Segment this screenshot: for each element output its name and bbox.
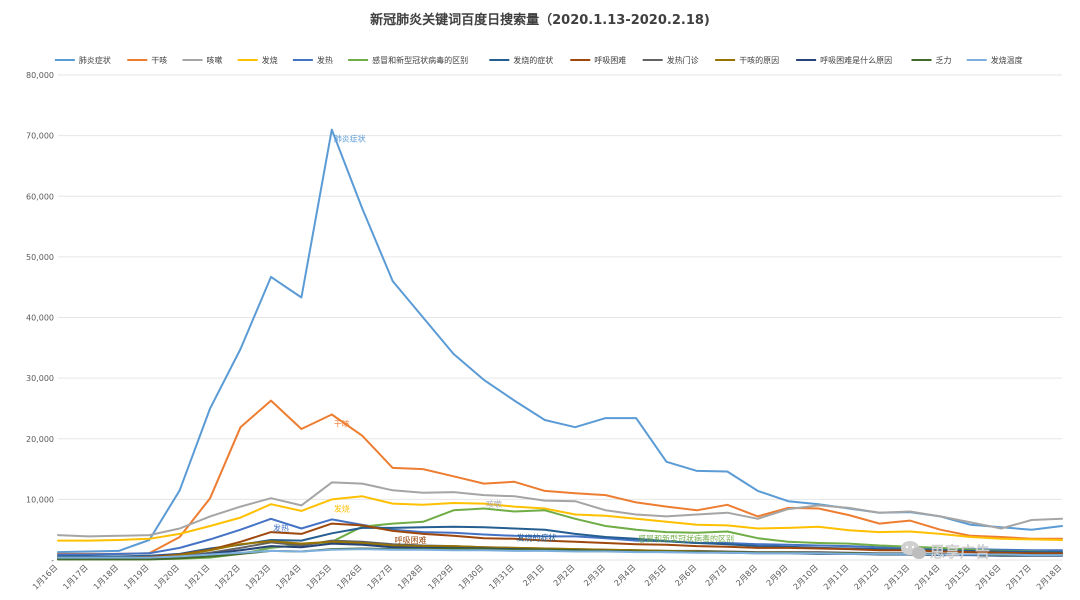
x-tick-label: 1月17日	[61, 563, 89, 591]
series-line	[57, 495, 1063, 542]
x-tick-label: 2月7日	[704, 563, 729, 588]
x-tick-label: 2月12日	[852, 563, 880, 591]
legend-label: 发烧温度	[991, 55, 1023, 65]
series-line	[57, 522, 1063, 559]
data-annotation: 发热	[273, 523, 289, 533]
y-tick-label: 30,000	[26, 374, 54, 383]
x-tick-label: 2月9日	[765, 563, 790, 588]
x-tick-label: 2月17日	[1005, 563, 1033, 591]
x-tick-label: 2月4日	[613, 563, 638, 588]
x-tick-label: 2月13日	[883, 563, 911, 591]
x-tick-label: 1月30日	[457, 563, 485, 591]
x-tick-label: 2月1日	[521, 563, 546, 588]
data-annotation: 肺炎症状	[334, 134, 366, 144]
y-tick-label: 80,000	[26, 71, 54, 80]
x-tick-label: 2月10日	[792, 563, 820, 591]
series-line	[57, 548, 1063, 559]
x-tick-label: 2月2日	[552, 563, 577, 588]
x-tick-label: 2月18日	[1035, 563, 1063, 591]
x-tick-label: 1月20日	[153, 563, 181, 591]
data-annotation: 咳嗽	[486, 499, 502, 509]
x-tick-label: 1月25日	[305, 563, 333, 591]
series-line	[57, 399, 1063, 555]
legend-label: 肺炎症状	[79, 55, 111, 65]
y-tick-label: -	[51, 556, 54, 565]
y-tick-label: 70,000	[26, 132, 54, 141]
legend-label: 发热	[317, 55, 333, 65]
watermark-text: 思享广告	[930, 543, 990, 561]
x-tick-label: 1月21日	[183, 563, 211, 591]
y-tick-label: 50,000	[26, 253, 54, 262]
x-tick-label: 2月14日	[913, 563, 941, 591]
x-tick-label: 2月8日	[734, 563, 759, 588]
legend-label: 发烧	[262, 55, 278, 65]
x-tick-label: 2月6日	[673, 563, 698, 588]
x-tick-label: 1月27日	[366, 563, 394, 591]
x-tick-label: 2月15日	[944, 563, 972, 591]
gridlines	[58, 74, 1062, 561]
legend-label: 干咳的原因	[739, 55, 779, 65]
x-tick-label: 1月28日	[396, 563, 424, 591]
data-annotation: 呼吸困难	[395, 535, 427, 545]
x-tick-label: 1月29日	[426, 563, 454, 591]
y-tick-label: 20,000	[26, 435, 54, 444]
x-tick-label: 1月19日	[122, 563, 150, 591]
y-tick-label: 10,000	[26, 495, 54, 504]
x-tick-label: 2月5日	[643, 563, 668, 588]
x-tick-label: 1月16日	[31, 563, 59, 591]
wechat-icon	[901, 541, 926, 559]
x-tick-label: 1月18日	[92, 563, 120, 591]
data-annotation: 发烧	[334, 503, 350, 513]
legend-label: 干咳	[151, 55, 167, 65]
legend-label: 感冒和新型冠状病毒的区别	[372, 55, 468, 65]
series-line	[57, 481, 1063, 538]
x-tick-label: 2月11日	[822, 563, 850, 591]
legend: 肺炎症状 干咳 咳嗽 发烧 发热 感冒和新型冠状病毒的区别 发烧的症状 呼吸困难 发热门诊 干咳的…	[54, 55, 1023, 65]
chart-title: 新冠肺炎关键词百度日搜索量（2020.1.13-2020.2.18)	[370, 12, 710, 28]
watermark: 思享广告	[901, 541, 990, 561]
x-tick-label: 2月3日	[582, 563, 607, 588]
data-annotation: 发烧的症状	[516, 532, 556, 542]
series-line	[57, 517, 1063, 556]
legend-label: 呼吸困难	[594, 55, 626, 65]
x-tick-label: 1月31日	[487, 563, 515, 591]
y-tick-label: 40,000	[26, 314, 54, 323]
x-tick-label: 2月16日	[974, 563, 1002, 591]
x-tick-label: 1月24日	[274, 563, 302, 591]
x-tick-label: 1月26日	[335, 563, 363, 591]
x-tick-label: 1月22日	[213, 563, 241, 591]
legend-label: 发烧的症状	[513, 55, 553, 65]
data-annotation: 感冒和新型冠状病毒的区别	[638, 534, 734, 544]
legend-label: 乏力	[936, 55, 952, 65]
series-lines	[57, 128, 1063, 561]
series-line	[57, 128, 1063, 554]
legend-label: 呼吸困难是什么原因	[820, 55, 892, 65]
data-annotation: 干咳	[334, 419, 350, 429]
y-tick-label: 60,000	[26, 192, 54, 201]
legend-label: 咳嗽	[207, 55, 223, 65]
legend-label: 发热门诊	[667, 55, 699, 65]
x-axis: 1月16日 1月17日 1月18日 1月19日 1月20日 1月21日 1月22日 1月23日…	[31, 563, 1063, 591]
x-tick-label: 1月23日	[244, 563, 272, 591]
y-axis: - 10,000 20,000 30,000 40,000 50,000 60,000 70,…	[26, 71, 54, 565]
